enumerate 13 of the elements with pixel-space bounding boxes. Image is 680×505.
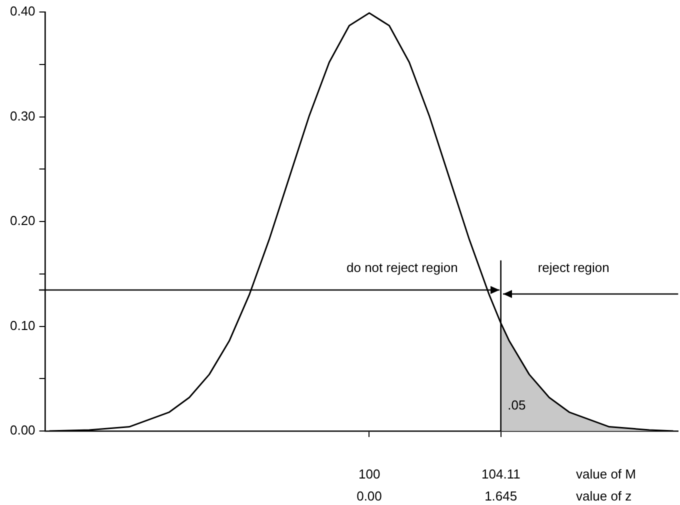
x-tick-label: 1.645 — [484, 488, 518, 504]
x2-axis-title: value of M — [576, 466, 636, 482]
x2-tick-label: 100 — [358, 466, 380, 482]
annotation: do not reject region — [346, 260, 458, 276]
y-tick-label: 0.00 — [10, 422, 36, 438]
x2-tick-label: 104.11 — [482, 466, 520, 482]
y-tick-label: 0.10 — [10, 318, 36, 333]
y-tick-label: 0.40 — [10, 4, 36, 19]
x-axis-title: value of z — [576, 488, 632, 504]
y-tick-label: 0.30 — [10, 108, 36, 124]
y-tick-label: 0.20 — [10, 213, 36, 228]
annotation: .05 — [508, 397, 526, 412]
annotation: reject region — [538, 260, 610, 276]
